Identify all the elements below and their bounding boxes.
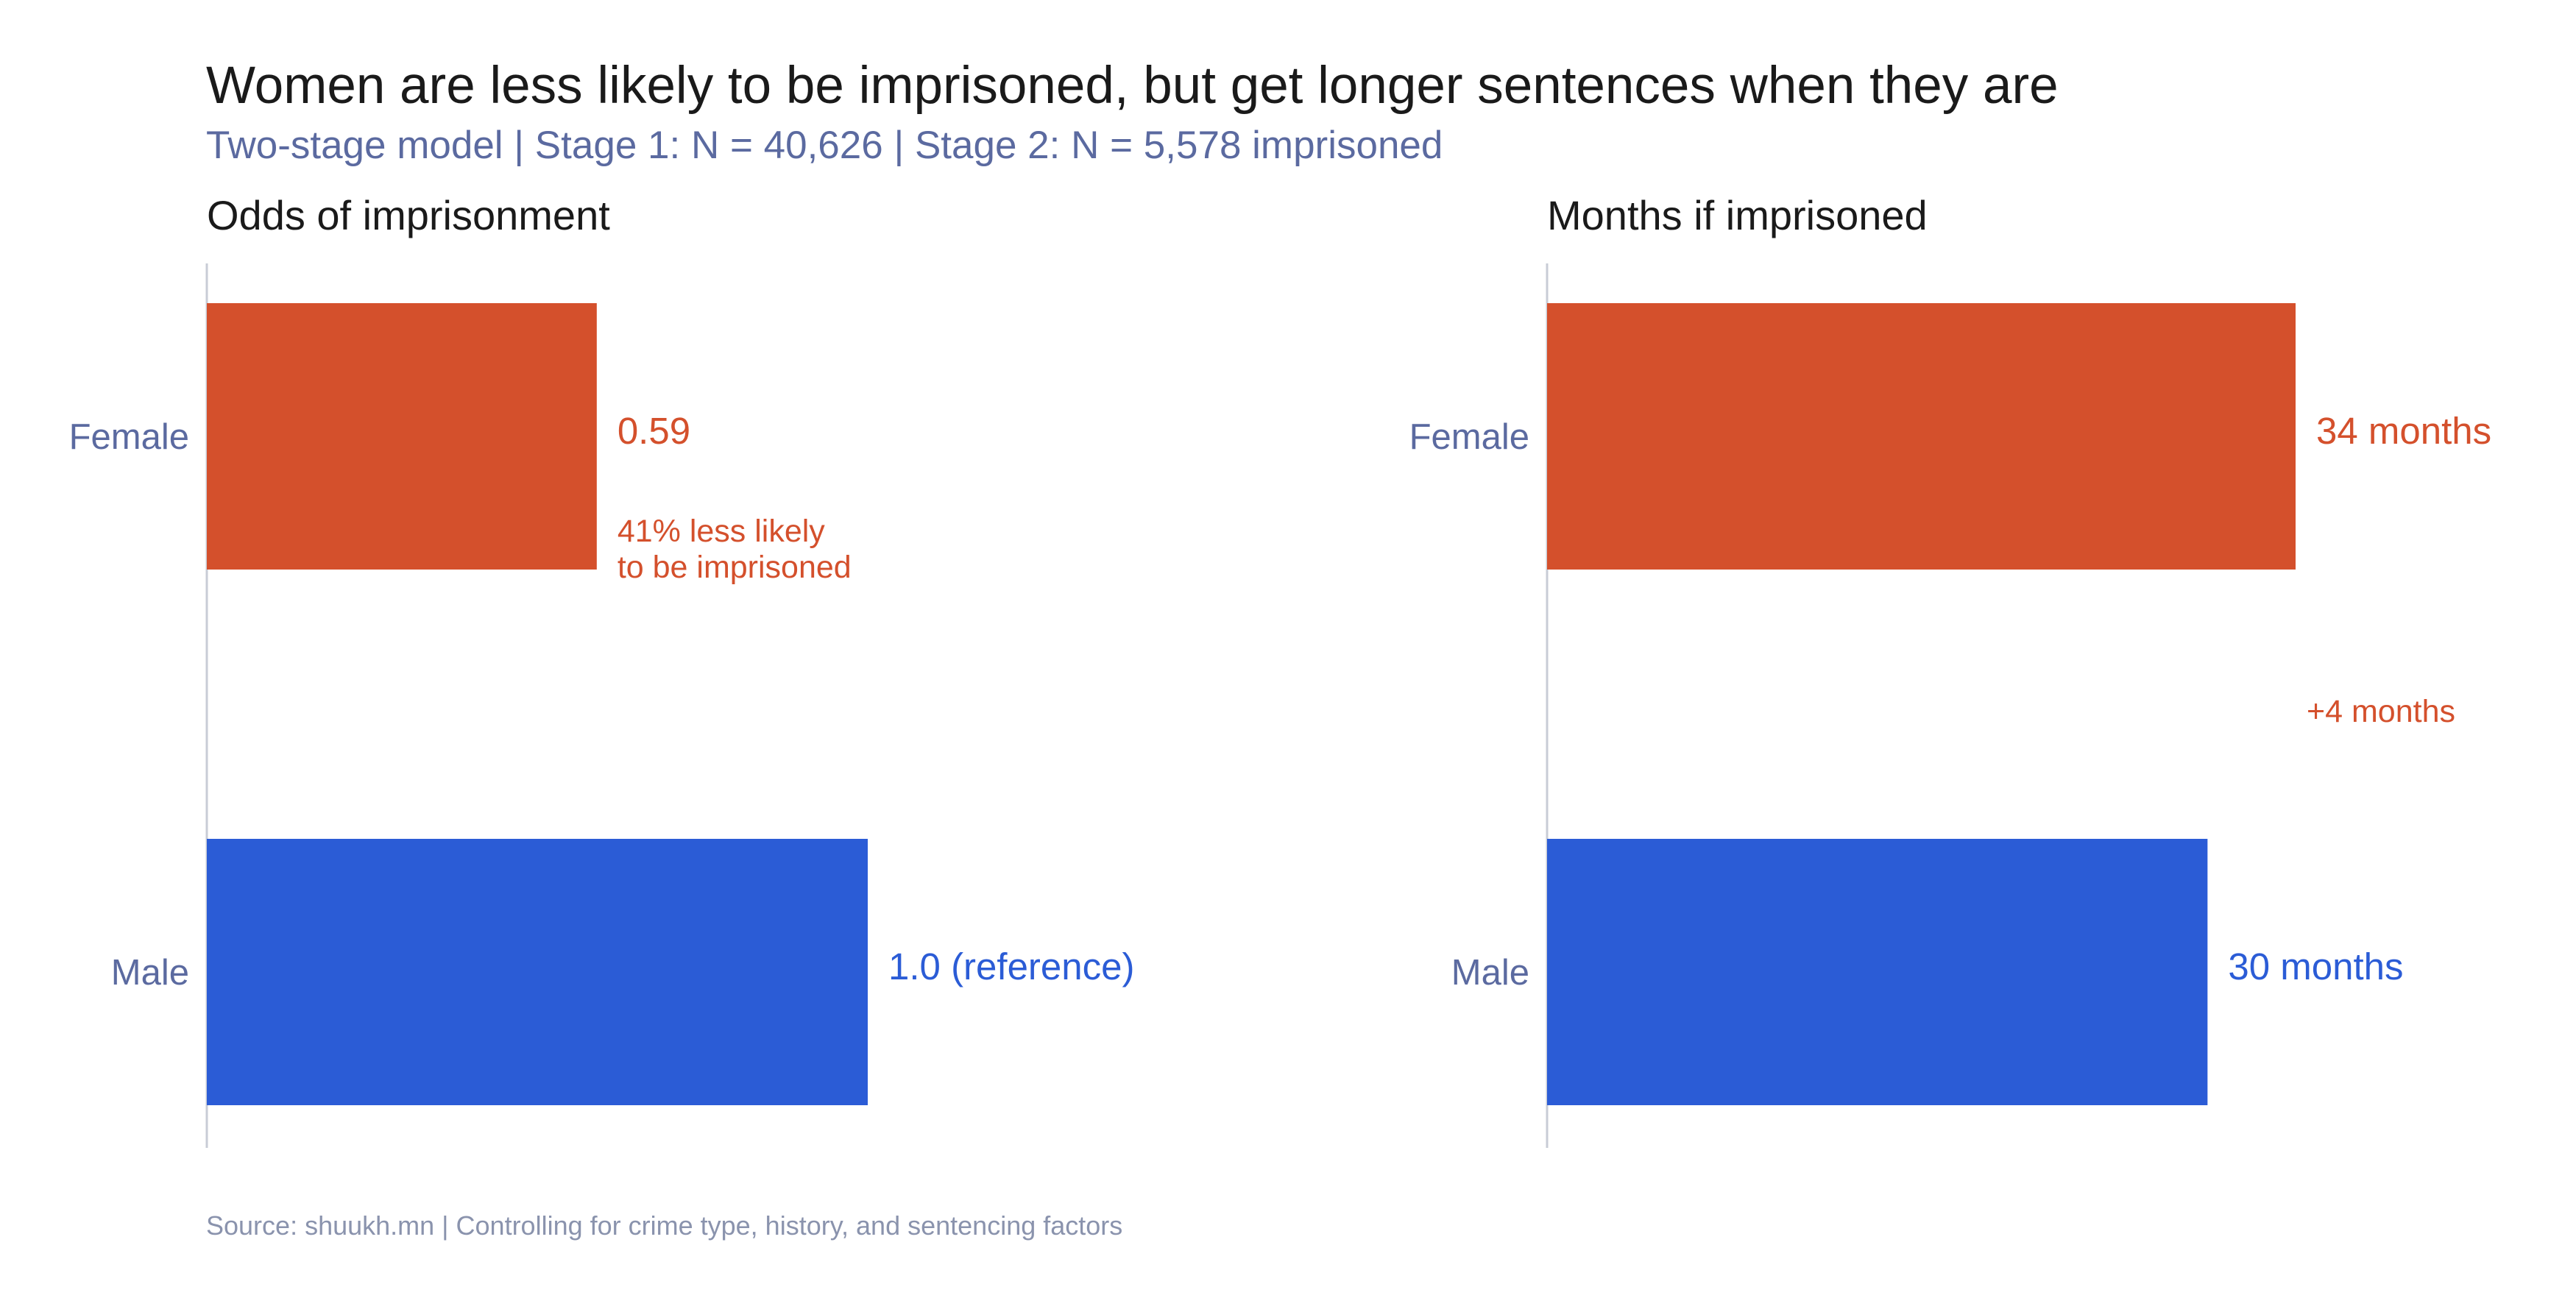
bar-female	[1547, 303, 2296, 570]
panel-title: Months if imprisoned	[1547, 192, 1928, 238]
annotation-line: +4 months	[2307, 694, 2455, 729]
bar-female	[207, 303, 597, 570]
chart-title: Women are less likely to be imprisoned, …	[206, 57, 2059, 115]
value-label-male: 1.0 (reference)	[888, 946, 1135, 987]
chart-source: Source: shuukh.mn | Controlling for crim…	[206, 1210, 1122, 1241]
annotation-1: 41% less likely to be imprisoned	[618, 514, 852, 585]
panel-title: Odds of imprisonment	[207, 192, 610, 238]
annotation-line: 41% less likely	[618, 514, 825, 549]
annotation-1: +4 months	[2307, 694, 2455, 729]
category-label-female: Female	[69, 417, 189, 457]
value-label-male: 30 months	[2228, 946, 2403, 987]
bar-male	[207, 839, 868, 1105]
category-label-male: Male	[1451, 953, 1529, 993]
bar-male	[1547, 839, 2208, 1105]
value-label-female: 0.59	[618, 410, 690, 452]
panel-2: Months if imprisoned Female 34 months Male 3…	[1409, 192, 2491, 1148]
value-label-female: 34 months	[2316, 410, 2491, 452]
chart-subtitle: Two-stage model | Stage 1: N = 40,626 | …	[206, 124, 1443, 167]
category-label-male: Male	[111, 953, 189, 993]
annotation-line: to be imprisoned	[618, 550, 852, 585]
panel-1: Odds of imprisonment Female 0.59 Male 1.0 (r…	[69, 192, 1135, 1148]
category-label-female: Female	[1409, 417, 1529, 457]
chart-panels: Odds of imprisonment Female 0.59 Male 1.0 (r…	[69, 192, 2491, 1148]
